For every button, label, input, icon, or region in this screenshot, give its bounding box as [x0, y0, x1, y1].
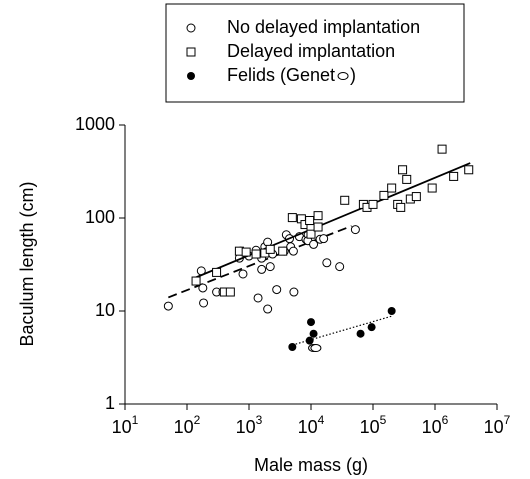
point: [253, 293, 263, 303]
y-tick-label: 1000: [75, 114, 115, 134]
x-axis-label: Male mass (g): [254, 455, 368, 475]
x-tick-label: 101: [112, 413, 139, 437]
x-tick-label: 102: [174, 413, 201, 437]
x-tick-exp: 3: [256, 413, 263, 427]
point: [379, 190, 389, 200]
point: [198, 283, 208, 293]
point: [307, 318, 315, 327]
point: [310, 344, 322, 353]
point: [356, 329, 365, 338]
point: [251, 249, 261, 259]
x-tick-label: 104: [298, 413, 325, 437]
x-tick-label: 107: [484, 413, 511, 437]
x-tick-exp: 2: [194, 413, 201, 427]
point: [402, 174, 412, 184]
point: [437, 144, 447, 154]
point: [257, 264, 267, 274]
x-tick-label: 105: [360, 413, 387, 437]
legend-label-suffix: ): [350, 65, 356, 85]
x-tick-base: 10: [484, 417, 504, 437]
x-tick-base: 10: [174, 417, 194, 437]
x-tick-exp: 4: [318, 413, 325, 427]
point: [411, 192, 421, 202]
legend-marker: [186, 47, 196, 57]
point: [265, 262, 275, 272]
point: [368, 199, 378, 209]
point: [288, 246, 298, 256]
legend-marker: [337, 72, 349, 80]
point: [335, 262, 345, 272]
point: [306, 229, 316, 239]
x-tick-exp: 1: [132, 413, 139, 427]
x-tick-base: 10: [422, 417, 442, 437]
x-tick-base: 10: [112, 417, 132, 437]
fit-line: [195, 162, 471, 279]
point: [309, 329, 318, 338]
point: [272, 285, 282, 295]
x-tick-label: 106: [422, 413, 449, 437]
legend-marker: [186, 23, 196, 33]
point: [387, 183, 397, 193]
x-tick-base: 10: [298, 417, 318, 437]
point: [350, 225, 360, 235]
legend-box: [165, 3, 465, 103]
point: [305, 336, 314, 345]
point: [319, 234, 329, 244]
y-axis-label: Baculum length (cm): [17, 181, 37, 346]
legend-marker: [187, 72, 195, 80]
point: [199, 298, 209, 308]
point: [278, 246, 288, 256]
x-tick-exp: 7: [504, 413, 511, 427]
point: [322, 258, 332, 268]
point: [163, 301, 173, 311]
point: [396, 202, 406, 212]
legend-label: Felids (Genet: [227, 65, 335, 85]
point: [398, 165, 408, 175]
point: [289, 287, 299, 297]
point: [449, 171, 459, 181]
point: [313, 222, 323, 232]
x-tick-label: 103: [236, 413, 263, 437]
point: [313, 211, 323, 221]
y-tick-label: 100: [85, 207, 115, 227]
y-tick-label: 1: [105, 393, 115, 413]
point: [427, 183, 437, 193]
point: [225, 287, 235, 297]
point: [387, 307, 396, 315]
point: [212, 267, 222, 277]
point: [263, 304, 273, 314]
point: [288, 343, 297, 352]
point: [241, 247, 251, 257]
legend-label: No delayed implantation: [227, 17, 420, 37]
point: [265, 244, 275, 254]
x-tick-base: 10: [360, 417, 380, 437]
point: [367, 323, 376, 332]
point: [305, 215, 315, 225]
point: [191, 276, 201, 286]
x-tick-exp: 6: [442, 413, 449, 427]
x-tick-base: 10: [236, 417, 256, 437]
y-tick-label: 10: [95, 300, 115, 320]
x-tick-exp: 5: [380, 413, 387, 427]
point: [309, 239, 319, 249]
point: [464, 165, 474, 175]
point: [238, 269, 248, 279]
legend-label: Delayed implantation: [227, 41, 395, 61]
point: [287, 213, 297, 223]
point: [340, 195, 350, 205]
